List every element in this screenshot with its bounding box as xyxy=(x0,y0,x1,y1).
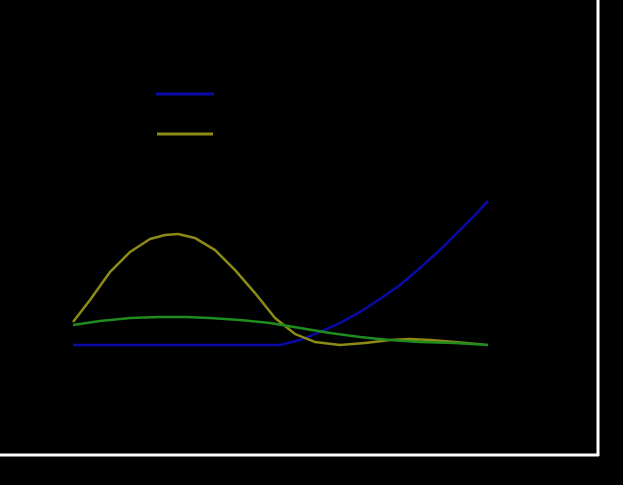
series-3-line xyxy=(72,315,489,347)
series-2-line xyxy=(72,232,489,347)
plot-lines xyxy=(72,200,489,347)
series-1-line xyxy=(73,200,489,347)
legend xyxy=(156,92,214,136)
